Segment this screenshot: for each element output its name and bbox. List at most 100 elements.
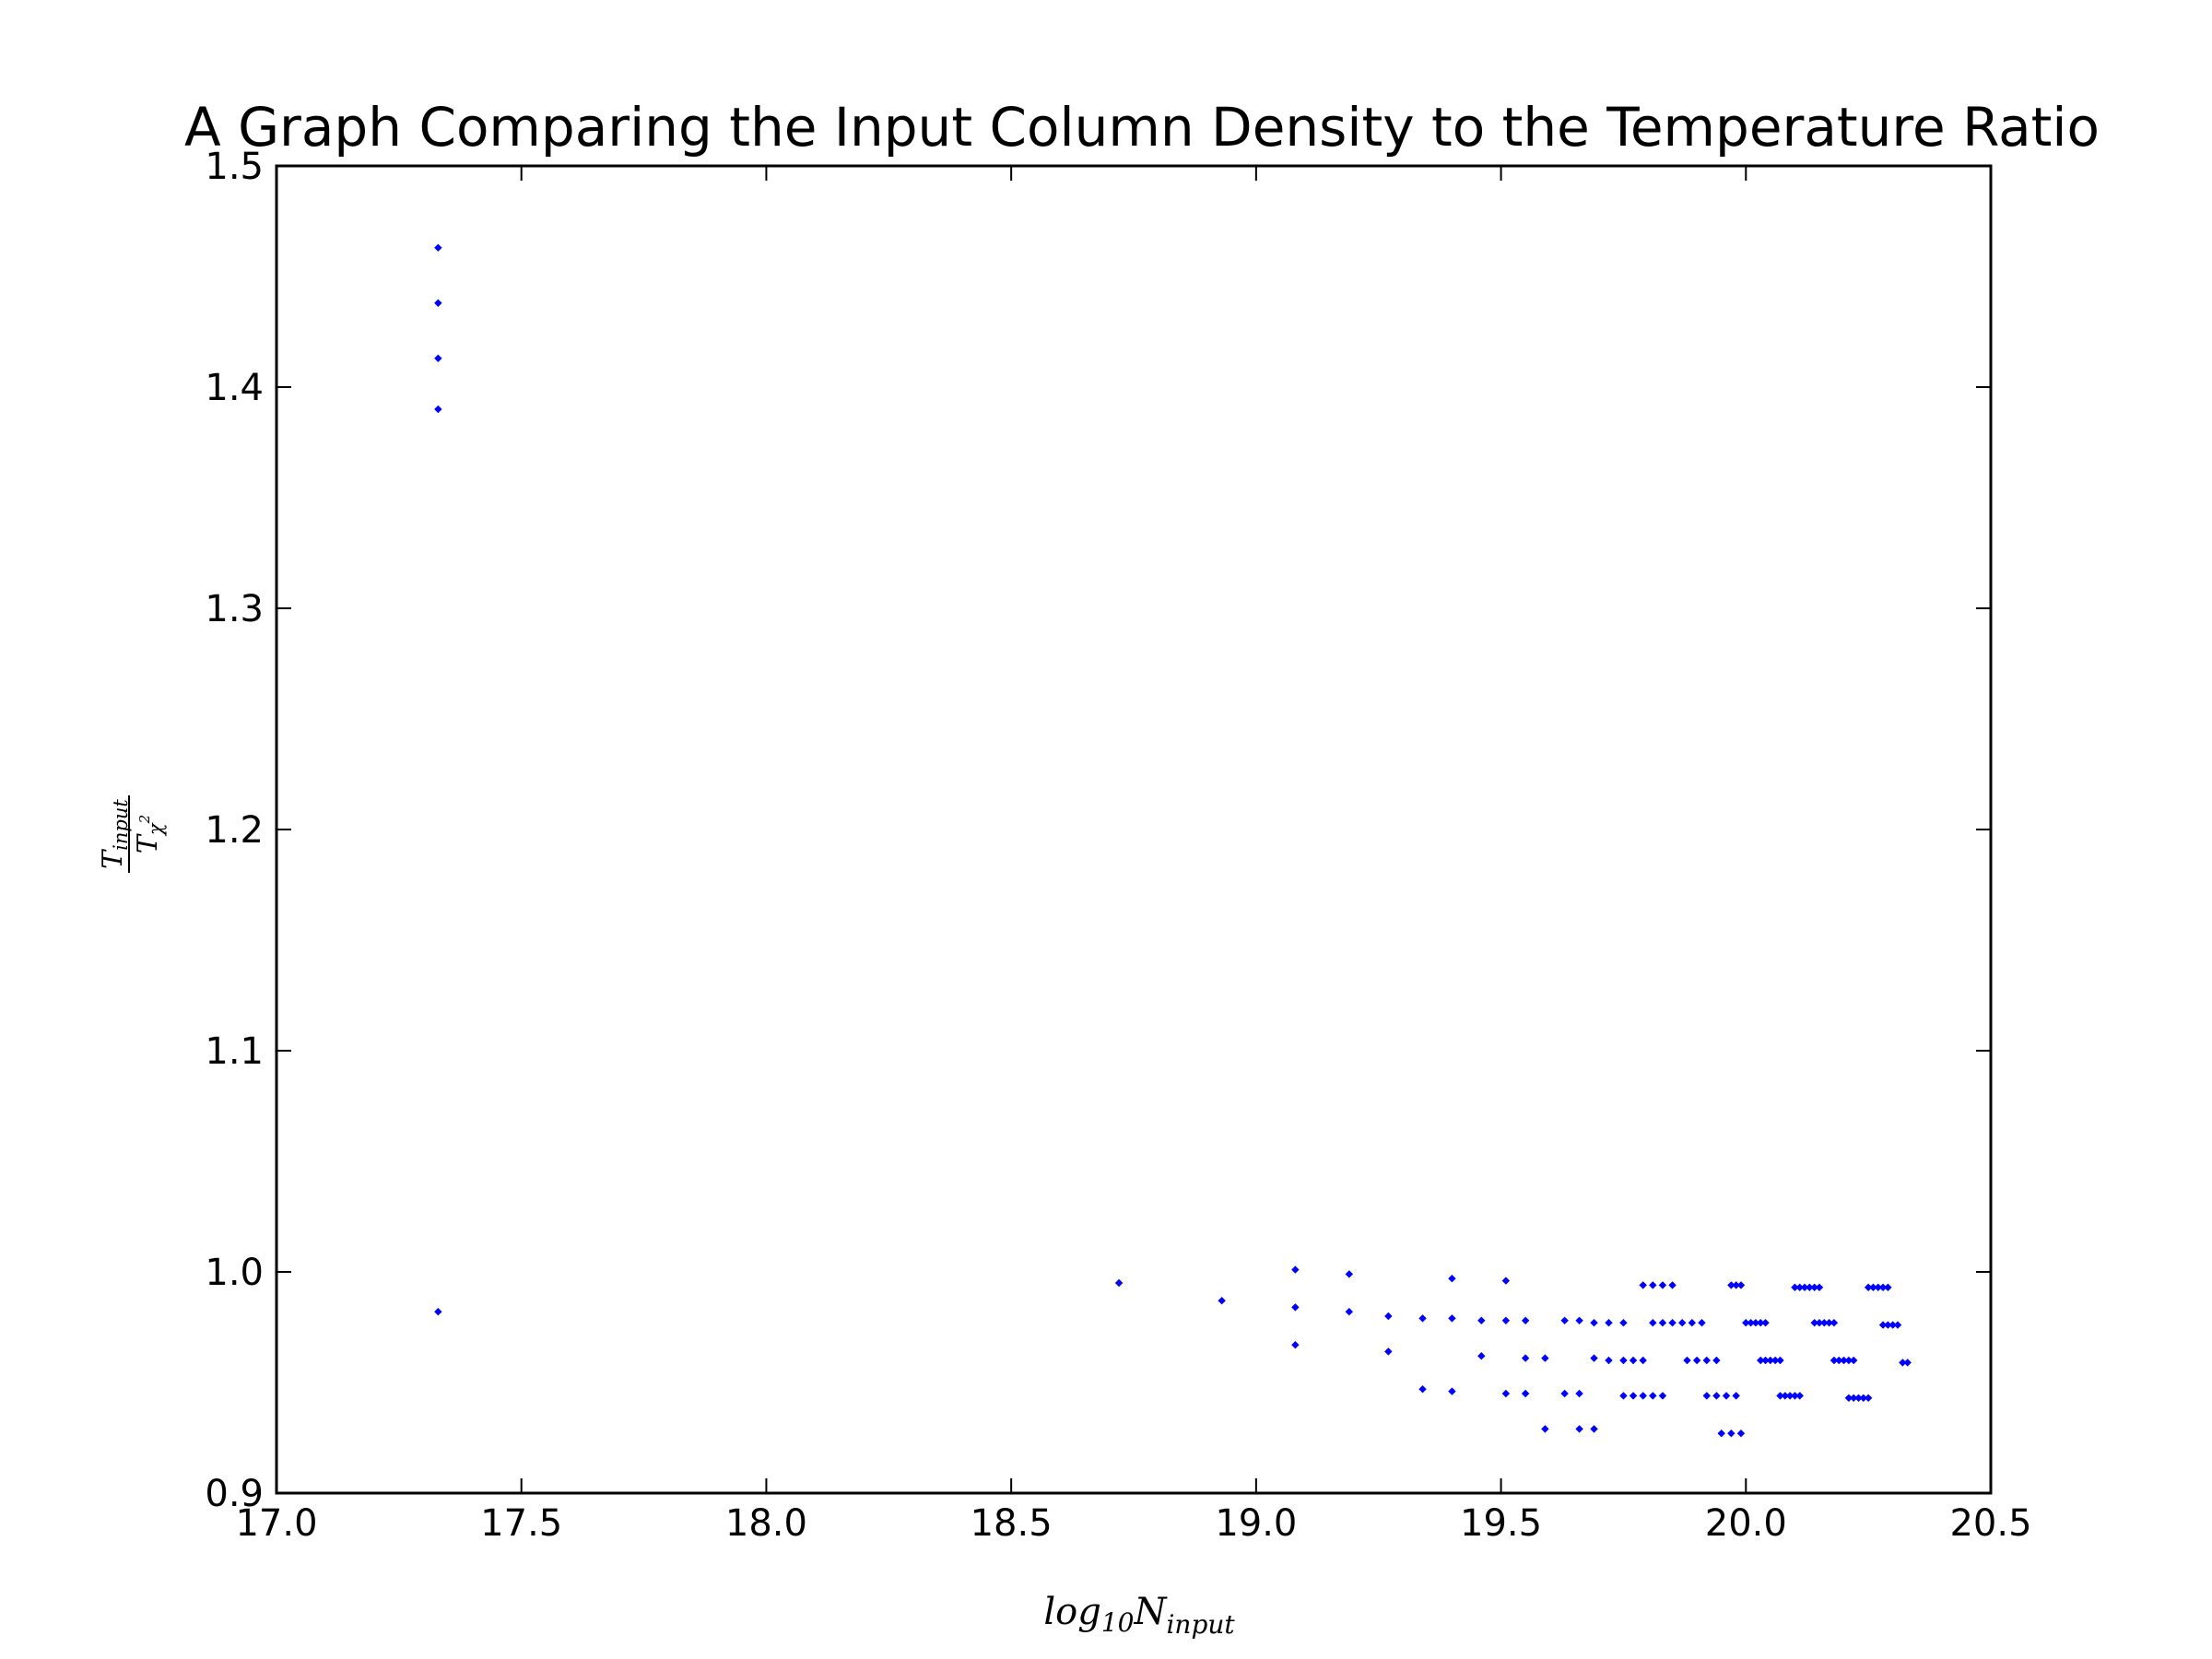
- data-point: [1727, 1429, 1735, 1438]
- data-point: [1560, 1316, 1569, 1325]
- data-point: [1521, 1389, 1530, 1398]
- data-point: [1712, 1356, 1721, 1365]
- data-point: [1448, 1387, 1456, 1395]
- data-point: [1418, 1384, 1427, 1394]
- data-point: [434, 299, 442, 308]
- x-tick-label: 20.0: [1705, 1502, 1787, 1545]
- x-label-base: log: [1043, 1591, 1100, 1633]
- x-tick-label: 18.0: [725, 1502, 807, 1545]
- data-point: [1776, 1356, 1784, 1365]
- data-point: [1649, 1281, 1657, 1289]
- data-point: [1291, 1265, 1300, 1274]
- data-point: [1501, 1389, 1511, 1398]
- data-point: [1619, 1392, 1628, 1400]
- data-point: [1639, 1392, 1647, 1400]
- data-point: [1732, 1392, 1740, 1400]
- data-point: [1619, 1356, 1628, 1365]
- data-point: [1590, 1425, 1598, 1433]
- data-point: [1605, 1318, 1613, 1327]
- plot-frame: [275, 164, 1993, 1495]
- data-point: [1639, 1356, 1647, 1365]
- data-point: [1590, 1354, 1598, 1362]
- data-point: [1683, 1356, 1691, 1365]
- data-point: [1541, 1425, 1549, 1433]
- data-point: [1575, 1316, 1583, 1325]
- data-point: [1501, 1316, 1511, 1325]
- data-point: [1521, 1316, 1530, 1325]
- data-point: [1712, 1392, 1721, 1400]
- data-point: [1864, 1394, 1873, 1403]
- data-point: [1668, 1318, 1677, 1327]
- data-point: [1590, 1318, 1598, 1327]
- data-point: [1736, 1429, 1746, 1438]
- x-tick-label: 19.0: [1215, 1502, 1297, 1545]
- x-label-sub2: input: [1166, 1609, 1235, 1640]
- data-point: [1477, 1316, 1486, 1325]
- data-point: [1668, 1281, 1677, 1289]
- y-label-den-main: T: [132, 833, 164, 853]
- y-tick-label: 0.9: [205, 1473, 264, 1515]
- data-point: [1698, 1318, 1706, 1327]
- data-point: [1658, 1392, 1667, 1400]
- data-point: [1795, 1392, 1804, 1400]
- data-point: [1830, 1318, 1839, 1327]
- data-point: [1849, 1356, 1858, 1365]
- data-point: [434, 1307, 442, 1316]
- data-point: [1649, 1318, 1657, 1327]
- y-tick-label: 1.2: [205, 809, 264, 852]
- data-point: [1815, 1283, 1824, 1292]
- data-point: [1629, 1356, 1638, 1365]
- y-axis-label: Tinput Tχ2: [97, 795, 167, 873]
- data-point: [1448, 1314, 1456, 1323]
- data-point: [1114, 1278, 1124, 1288]
- y-tick-label: 1.5: [205, 146, 264, 188]
- data-point: [1649, 1392, 1657, 1400]
- data-point: [1541, 1354, 1549, 1362]
- x-tick-label: 19.5: [1460, 1502, 1542, 1545]
- data-point: [1291, 1303, 1300, 1312]
- data-point: [1702, 1356, 1711, 1365]
- data-point: [1629, 1392, 1638, 1400]
- data-point: [1560, 1389, 1569, 1398]
- data-point: [1893, 1321, 1902, 1329]
- data-point: [1903, 1359, 1912, 1367]
- x-tick-label: 20.5: [1949, 1502, 2031, 1545]
- data-point: [434, 405, 442, 414]
- y-label-den-sub: χ: [145, 822, 167, 837]
- data-point: [1722, 1392, 1731, 1400]
- data-point: [1884, 1283, 1892, 1292]
- data-point: [1291, 1340, 1300, 1349]
- data-point: [1448, 1274, 1456, 1283]
- data-point: [1658, 1318, 1667, 1327]
- data-point: [1345, 1307, 1354, 1316]
- x-tick-label: 17.5: [480, 1502, 562, 1545]
- data-points: [434, 243, 1912, 1438]
- data-point: [1575, 1425, 1583, 1433]
- x-label-sub1: 10: [1101, 1607, 1135, 1638]
- y-label-numerator: Tinput: [97, 799, 132, 869]
- data-point: [1717, 1429, 1725, 1438]
- data-point: [1692, 1356, 1701, 1365]
- data-point: [1658, 1281, 1667, 1289]
- data-point: [1736, 1281, 1746, 1289]
- data-point: [434, 354, 442, 363]
- axis-ticks: 17.0 17.5 18.0 18.5 19.0 19.5 20.0 20.5 0.9 1.0 1.…: [205, 146, 2031, 1545]
- y-tick-label: 1.1: [205, 1030, 264, 1073]
- x-tick-label: 18.5: [971, 1502, 1053, 1545]
- data-point: [434, 243, 442, 253]
- data-point: [1605, 1356, 1613, 1365]
- x-label-main: N: [1133, 1591, 1168, 1633]
- y-label-den-sup: 2: [136, 815, 153, 825]
- data-point: [1575, 1389, 1583, 1398]
- data-point: [1639, 1281, 1647, 1289]
- data-point: [1218, 1296, 1226, 1305]
- data-point: [1677, 1318, 1687, 1327]
- y-label-denominator: Tχ2: [132, 815, 167, 853]
- y-tick-label: 1.3: [205, 588, 264, 630]
- x-tick-label: 17.0: [235, 1502, 317, 1545]
- chart-title: A Graph Comparing the Input Column Densi…: [184, 96, 2100, 159]
- data-point: [1702, 1392, 1711, 1400]
- data-point: [1477, 1351, 1486, 1360]
- data-point: [1384, 1312, 1393, 1321]
